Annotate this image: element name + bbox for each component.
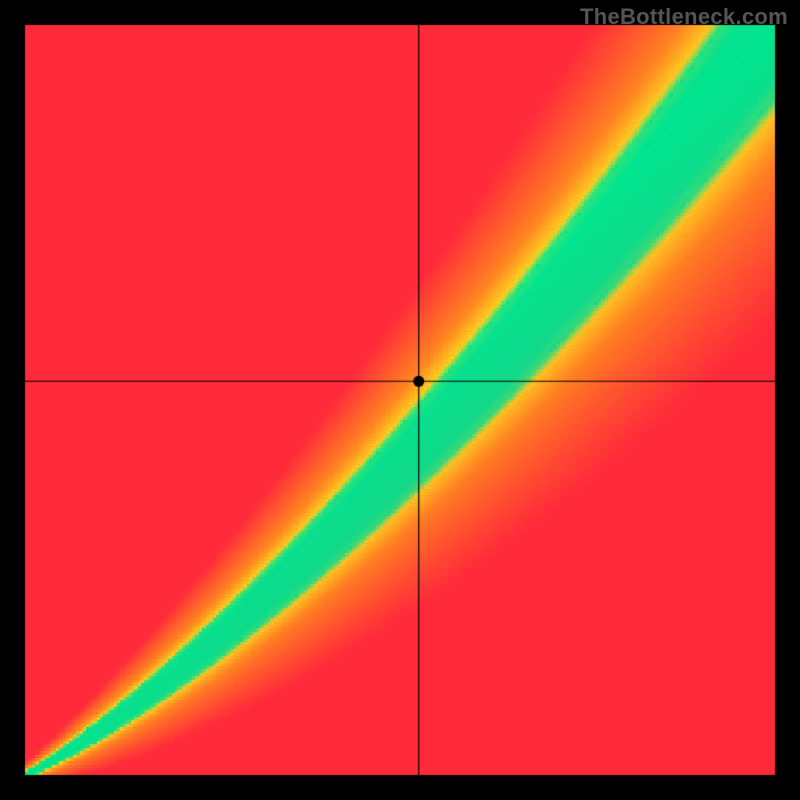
- watermark-text: TheBottleneck.com: [580, 0, 800, 30]
- bottleneck-heatmap: [0, 0, 800, 800]
